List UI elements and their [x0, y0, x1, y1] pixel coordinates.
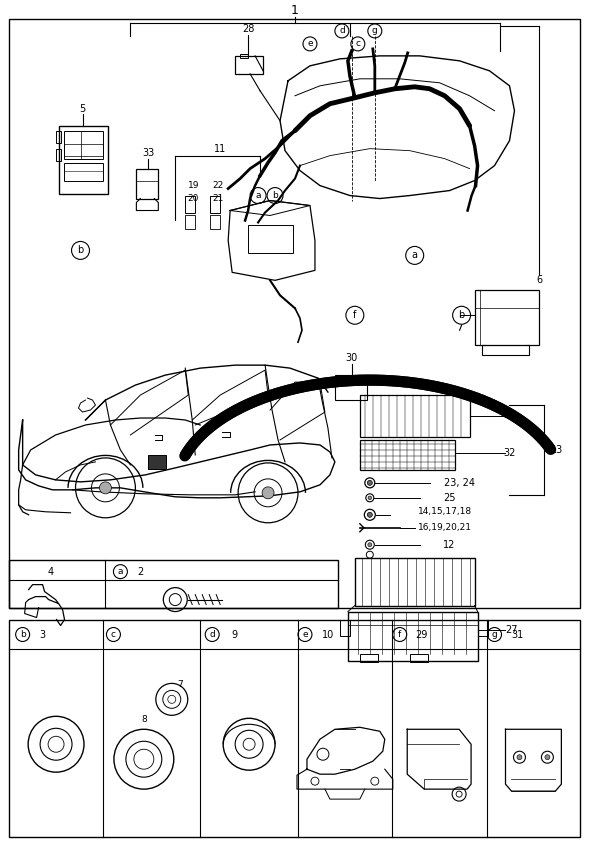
- Circle shape: [262, 487, 274, 499]
- Text: 32: 32: [504, 448, 516, 458]
- Bar: [9, 620, 580, 837]
- Text: 33: 33: [142, 148, 154, 158]
- Text: e: e: [307, 39, 313, 48]
- Bar: [410, 655, 428, 662]
- Circle shape: [517, 755, 522, 760]
- Bar: [248, 226, 293, 254]
- Bar: [9, 560, 338, 607]
- Bar: [348, 611, 478, 661]
- Text: 27: 27: [505, 624, 518, 634]
- Text: b: b: [20, 630, 25, 639]
- Text: 16,19,20,21: 16,19,20,21: [418, 523, 472, 533]
- Text: 25: 25: [444, 493, 456, 503]
- Bar: [64, 163, 104, 181]
- Circle shape: [368, 543, 372, 547]
- Text: 28: 28: [242, 24, 254, 34]
- Text: 13: 13: [551, 445, 564, 455]
- Text: 10: 10: [322, 629, 334, 639]
- Text: 1: 1: [291, 4, 299, 18]
- Text: 22: 22: [213, 181, 224, 190]
- Text: 8: 8: [141, 715, 147, 724]
- Text: 3: 3: [39, 629, 46, 639]
- Text: 14,15,17,18: 14,15,17,18: [418, 507, 472, 516]
- Text: 4: 4: [48, 566, 54, 577]
- Bar: [360, 395, 469, 437]
- Text: b: b: [272, 191, 278, 200]
- Text: 26: 26: [504, 410, 516, 420]
- Circle shape: [368, 512, 372, 517]
- Text: 9: 9: [231, 629, 237, 639]
- Text: 11: 11: [214, 143, 226, 153]
- Bar: [235, 56, 263, 74]
- Text: c: c: [111, 630, 116, 639]
- Text: d: d: [209, 630, 215, 639]
- Bar: [58, 126, 108, 193]
- Text: 6: 6: [537, 276, 542, 285]
- Text: 5: 5: [80, 103, 85, 114]
- Bar: [360, 440, 455, 470]
- Bar: [340, 620, 350, 635]
- Text: a: a: [412, 250, 418, 260]
- Text: 31: 31: [511, 629, 524, 639]
- Text: b: b: [458, 310, 465, 321]
- Bar: [64, 131, 104, 159]
- Bar: [340, 377, 362, 383]
- Bar: [210, 215, 220, 230]
- Bar: [186, 196, 195, 214]
- Bar: [186, 215, 195, 230]
- Text: f: f: [398, 630, 401, 639]
- Circle shape: [100, 482, 111, 494]
- Text: 2: 2: [137, 566, 144, 577]
- Bar: [475, 290, 540, 345]
- Bar: [55, 148, 61, 160]
- Text: 12: 12: [444, 539, 456, 550]
- Text: b: b: [77, 245, 84, 255]
- Text: 21: 21: [213, 194, 224, 203]
- Text: e: e: [302, 630, 308, 639]
- Text: 20: 20: [187, 194, 199, 203]
- Text: f: f: [353, 310, 356, 321]
- Circle shape: [368, 480, 372, 485]
- Bar: [335, 375, 367, 400]
- Text: g: g: [372, 26, 378, 36]
- Bar: [210, 196, 220, 214]
- Text: 23, 24: 23, 24: [444, 478, 475, 488]
- Bar: [137, 169, 158, 198]
- Bar: [148, 455, 166, 469]
- Text: 7: 7: [177, 680, 183, 689]
- Bar: [9, 19, 580, 607]
- Circle shape: [545, 755, 550, 760]
- Text: a: a: [256, 191, 261, 200]
- Bar: [478, 620, 488, 635]
- Text: 30: 30: [346, 353, 358, 363]
- Text: g: g: [492, 630, 497, 639]
- Text: d: d: [339, 26, 345, 36]
- Bar: [240, 54, 248, 58]
- Bar: [355, 558, 475, 605]
- Text: 29: 29: [415, 629, 428, 639]
- Circle shape: [368, 496, 372, 499]
- Text: c: c: [355, 39, 360, 48]
- Text: a: a: [118, 567, 123, 576]
- Bar: [360, 655, 378, 662]
- Text: 19: 19: [187, 181, 199, 190]
- Bar: [55, 131, 61, 142]
